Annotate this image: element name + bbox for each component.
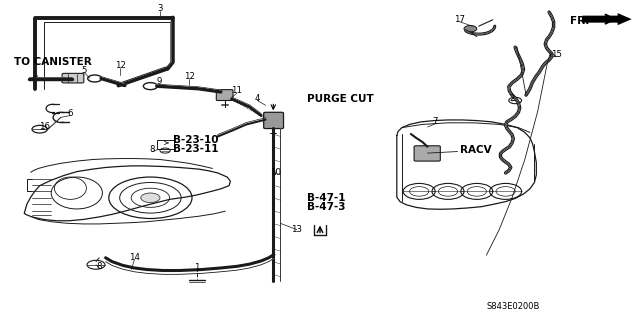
Text: 9: 9 [156, 77, 161, 86]
FancyBboxPatch shape [414, 146, 440, 161]
Circle shape [464, 26, 477, 32]
Text: B-23-11: B-23-11 [173, 144, 218, 154]
Text: 10: 10 [269, 168, 281, 177]
Text: B-47-3: B-47-3 [307, 202, 346, 212]
FancyBboxPatch shape [264, 112, 284, 129]
Text: PURGE CUT: PURGE CUT [307, 94, 374, 104]
Text: 8: 8 [150, 145, 155, 154]
Text: 12: 12 [115, 61, 126, 70]
FancyBboxPatch shape [62, 73, 84, 83]
Text: 2: 2 [509, 94, 515, 103]
Text: TO CANISTER: TO CANISTER [14, 57, 92, 67]
FancyArrow shape [582, 13, 632, 25]
Text: 1: 1 [195, 263, 200, 272]
Text: 8: 8 [97, 262, 102, 271]
Text: B-47-1: B-47-1 [307, 193, 346, 203]
Text: 17: 17 [454, 15, 465, 24]
Text: 16: 16 [39, 122, 51, 131]
Circle shape [141, 193, 160, 203]
FancyBboxPatch shape [216, 90, 233, 100]
Text: 12: 12 [184, 72, 195, 81]
Text: 7: 7 [433, 117, 438, 126]
Text: 6: 6 [68, 109, 73, 118]
Text: 4: 4 [255, 94, 260, 103]
Text: 14: 14 [129, 253, 140, 262]
Text: 15: 15 [551, 50, 563, 59]
Text: 13: 13 [291, 225, 303, 234]
Text: 5: 5 [82, 66, 87, 75]
Text: S843E0200B: S843E0200B [486, 302, 540, 311]
Text: RACV: RACV [460, 145, 491, 155]
Text: B-23-10: B-23-10 [173, 135, 218, 145]
Text: 3: 3 [157, 4, 163, 13]
Text: FR.: FR. [570, 16, 589, 26]
Text: 11: 11 [231, 86, 243, 95]
